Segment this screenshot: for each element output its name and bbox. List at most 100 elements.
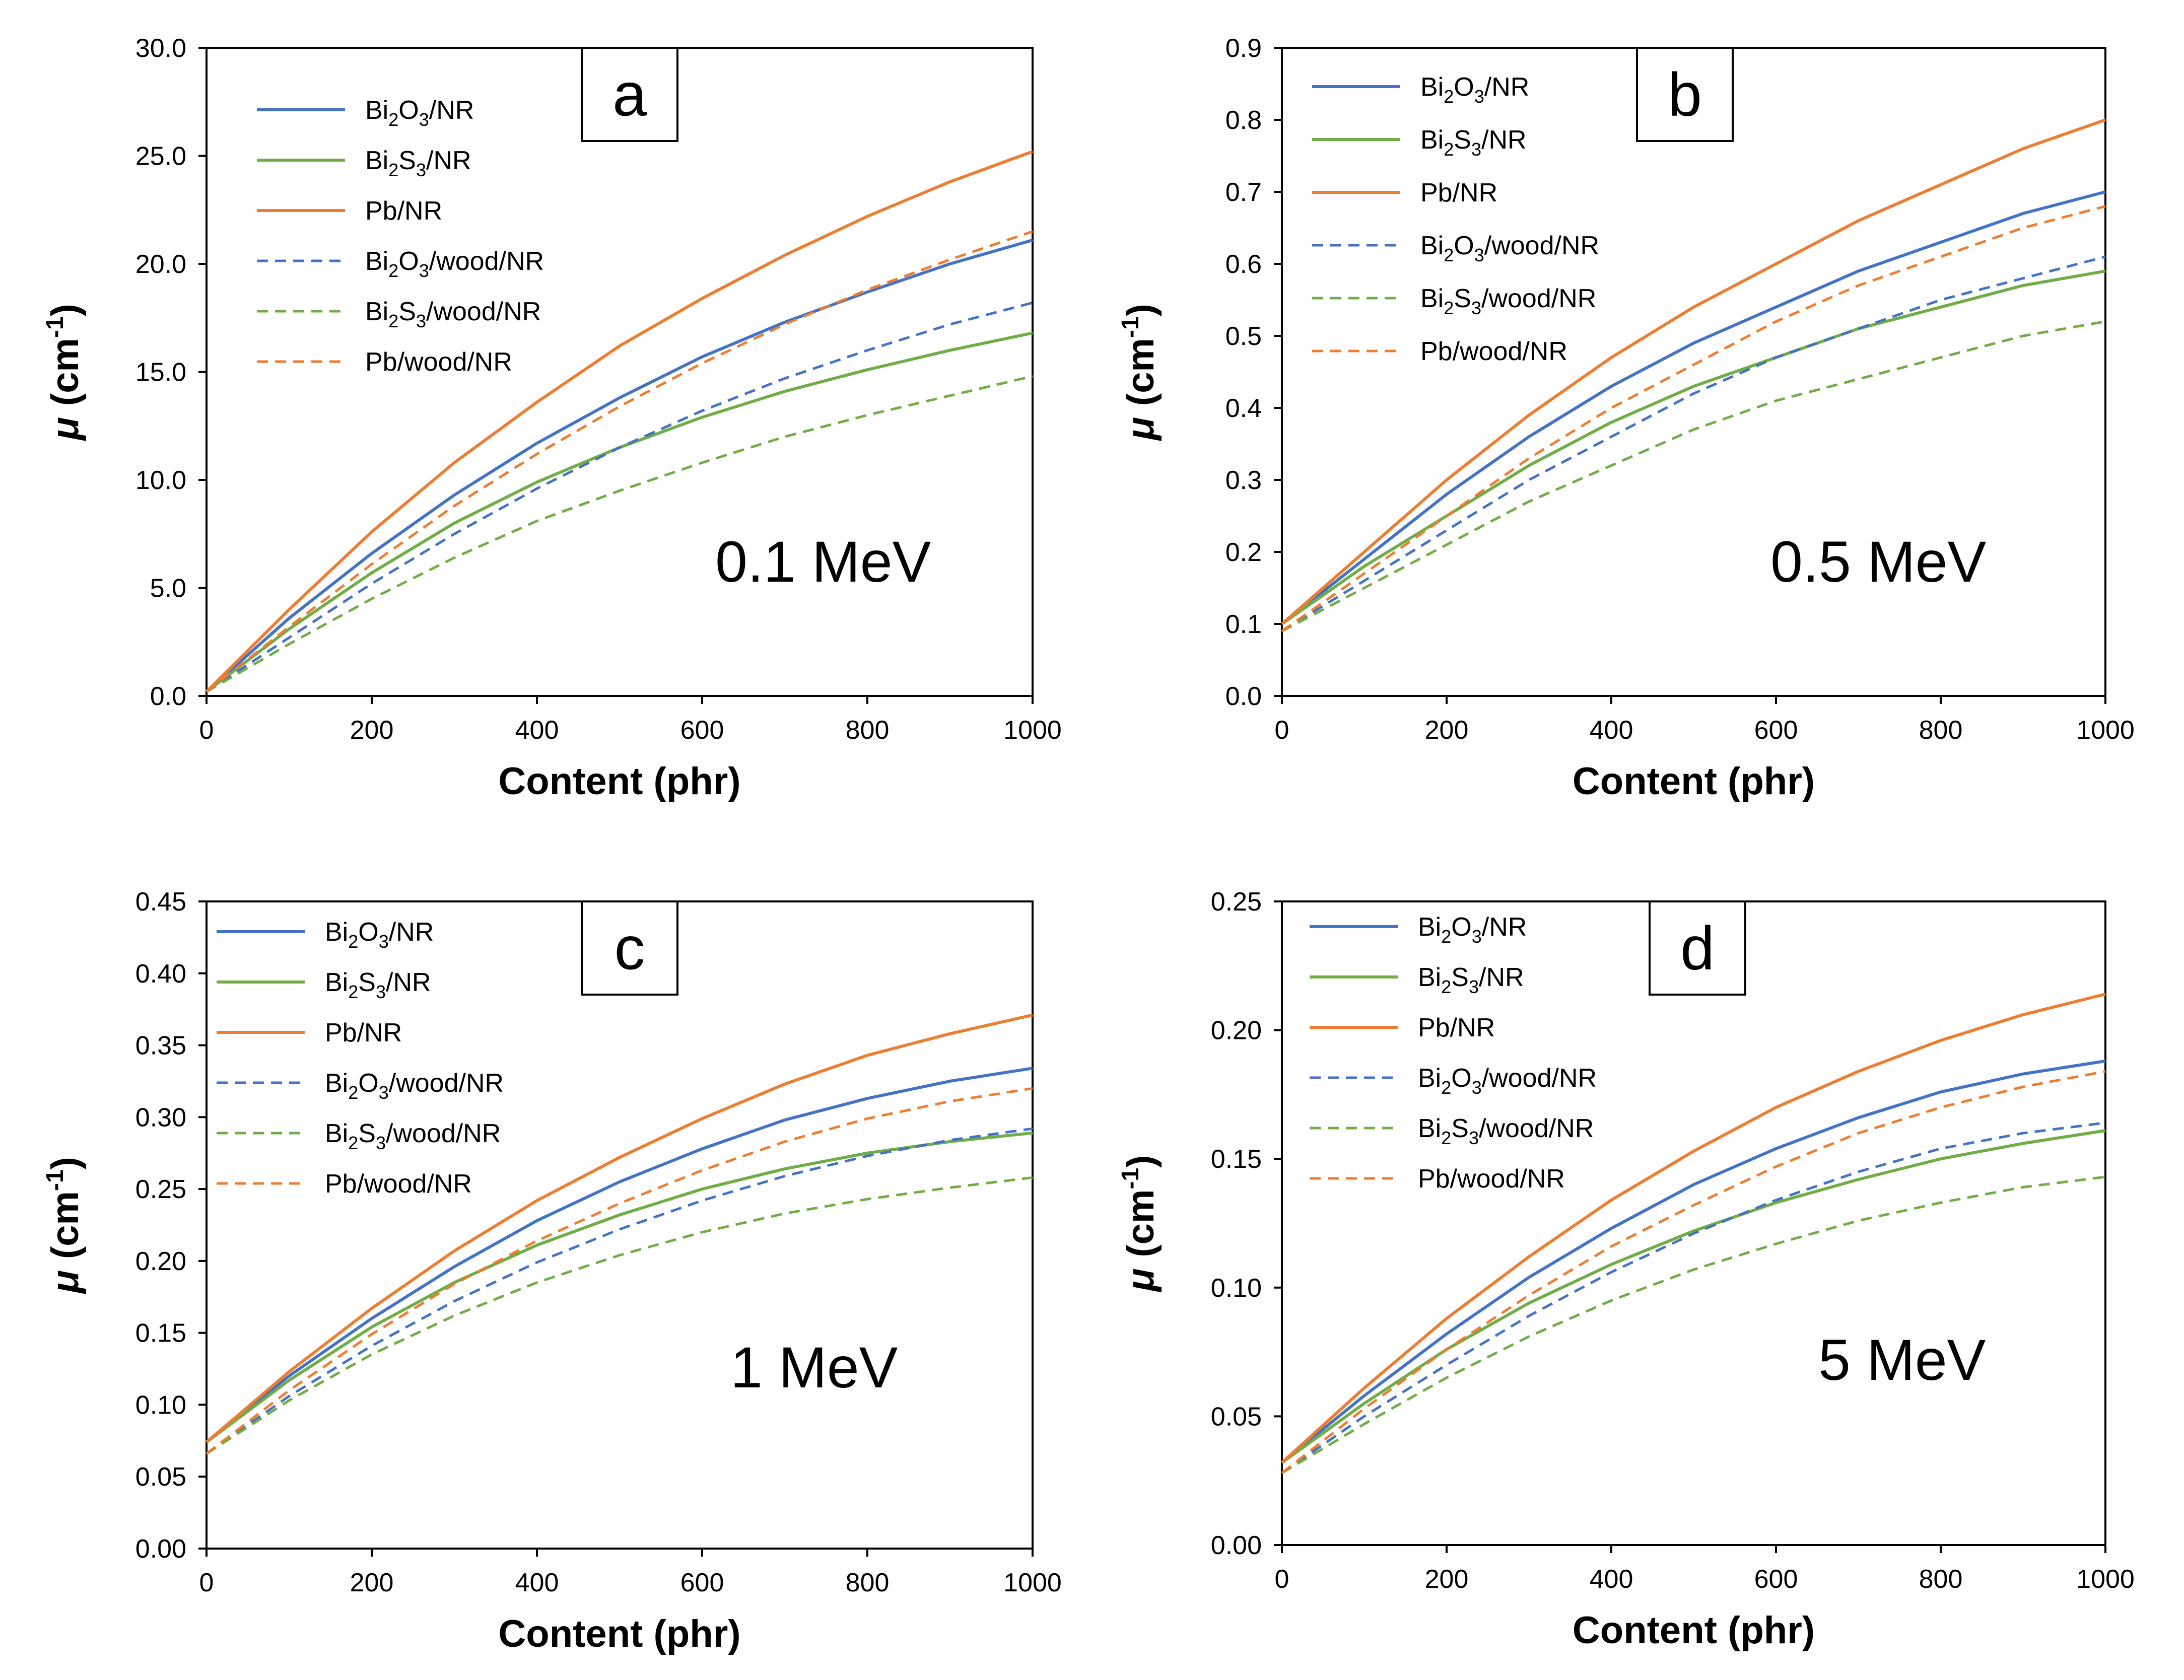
- series-line-5: [1281, 1175, 2106, 1475]
- legend-label: Bi2O3/NR: [325, 918, 434, 952]
- series-line-4: [206, 1127, 1033, 1455]
- y-tick-label: 0.3: [1225, 466, 1262, 495]
- y-axis-title-unit-close: ): [44, 304, 87, 316]
- y-tick-label: 0.00: [1211, 1531, 1262, 1560]
- y-tick-label: 0.10: [135, 1390, 186, 1420]
- x-tick-label: 600: [680, 1568, 724, 1597]
- y-tick-label: 0.40: [135, 959, 186, 989]
- series-line-3: [205, 150, 1034, 693]
- y-axis-title-unit: (cm: [1119, 1189, 1162, 1257]
- panel-label: b: [1668, 60, 1702, 129]
- panel-label: d: [1680, 914, 1715, 983]
- series-line-4: [1281, 1122, 2106, 1474]
- legend-label: Pb/wood/NR: [1418, 1164, 1565, 1194]
- series-line-1: [206, 238, 1033, 693]
- legend-label: Bi2O3/wood/NR: [325, 1069, 504, 1103]
- panel-label-box: [1636, 47, 1734, 142]
- legend-label: Bi2O3/wood/NR: [1420, 231, 1599, 265]
- series-line-1: [1281, 190, 2106, 625]
- y-axis-title-unit: (cm: [44, 1191, 87, 1259]
- x-tick-label: 1000: [2076, 1565, 2135, 1594]
- series-line-6: [206, 230, 1033, 693]
- legend-label: Bi2O3/NR: [365, 96, 474, 130]
- legend-label: Bi2O3/wood/NR: [365, 247, 544, 281]
- y-axis-title: μ (cm-1): [42, 304, 87, 441]
- legend: Bi2O3/NR Bi2S3/NR Pb/NR Bi2O3/wood/NR Bi2S3/…: [1310, 913, 1597, 1194]
- series-line-6: [1281, 205, 2106, 633]
- x-tick-label: 400: [1590, 716, 1633, 745]
- panel-label-box: [581, 47, 678, 142]
- y-tick-label: 0.7: [1225, 178, 1262, 207]
- x-tick-label: 0: [1275, 1565, 1289, 1594]
- chart-panel-a: 0.0 5.0 10.0 15.0 20.0 25.0 30.0 0 200 400 600 800 1…: [42, 34, 1062, 803]
- y-tick-label: 0.6: [1225, 250, 1262, 279]
- y-tick-label: 0.45: [135, 887, 186, 917]
- chart-panel-d: 0.00 0.05 0.10 0.15 0.20 0.25 0 200 400 600 800 100…: [1117, 887, 2135, 1652]
- energy-annotation: 5 MeV: [1818, 1328, 1986, 1392]
- series-line-1: [206, 1067, 1033, 1444]
- legend-label: Bi2S3/NR: [325, 968, 431, 1002]
- y-tick-label: 0.8: [1225, 106, 1262, 135]
- x-tick-label: 1000: [1003, 1568, 1062, 1597]
- y-axis-title-superscript: -1: [42, 1169, 69, 1191]
- x-axis-title: Content (phr): [498, 1613, 740, 1655]
- y-axis-title-unit: (cm: [1119, 338, 1162, 406]
- series-line-6: [206, 1087, 1033, 1455]
- x-tick-label: 0: [199, 716, 214, 745]
- legend: Bi2O3/NR Bi2S3/NR Pb/NR Bi2O3/wood/NR Bi2S3/…: [217, 918, 504, 1199]
- y-tick-label: 0.25: [1211, 887, 1262, 917]
- series-line-2: [206, 1131, 1033, 1444]
- x-tick-label: 800: [1919, 716, 1963, 745]
- x-tick-label: 200: [350, 1568, 394, 1597]
- y-tick-label: 0.0: [1225, 682, 1262, 711]
- legend-label: Bi2O3/NR: [1418, 913, 1527, 947]
- panel-label: a: [612, 60, 647, 129]
- y-axis-title-unit-close: ): [1119, 304, 1162, 316]
- y-axis-title-unit-close: ): [1119, 1155, 1162, 1168]
- y-tick-label: 0.9: [1225, 34, 1262, 63]
- legend-label: Pb/wood/NR: [365, 347, 512, 377]
- x-axis-title: Content (phr): [498, 760, 740, 803]
- y-tick-label: 0.35: [135, 1031, 186, 1061]
- x-tick-label: 800: [846, 1568, 890, 1597]
- x-tick-label: 200: [350, 716, 394, 745]
- series-line-5: [206, 375, 1033, 693]
- legend: Bi2O3/NR Bi2S3/NR Pb/NR Bi2O3/wood/NR Bi2S3/…: [1312, 73, 1599, 366]
- x-tick-label: 800: [846, 716, 890, 745]
- x-tick-label: 200: [1425, 716, 1469, 745]
- y-tick-label: 10.0: [135, 466, 186, 495]
- y-tick-label: 15.0: [135, 358, 186, 387]
- y-tick-label: 0.00: [135, 1534, 186, 1564]
- x-axis-title: Content (phr): [1573, 1609, 1815, 1652]
- y-tick-label: 0.15: [1211, 1145, 1262, 1174]
- y-tick-label: 0.1: [1225, 610, 1262, 639]
- legend-label: Pb/NR: [1420, 178, 1497, 207]
- legend-label: Pb/NR: [325, 1018, 402, 1047]
- y-tick-label: 0.4: [1225, 394, 1262, 423]
- y-tick-label: 0.10: [1211, 1274, 1262, 1303]
- y-tick-label: 0.05: [135, 1462, 186, 1492]
- legend-label: Pb/wood/NR: [1420, 337, 1567, 366]
- x-tick-label: 200: [1425, 1565, 1469, 1594]
- y-tick-label: 30.0: [135, 34, 186, 63]
- y-tick-label: 0.0: [150, 682, 186, 711]
- panel-label: c: [615, 914, 645, 983]
- energy-annotation: 0.5 MeV: [1770, 530, 1987, 594]
- legend-label: Bi2S3/NR: [1418, 963, 1524, 997]
- legend-label: Bi2S3/wood/NR: [325, 1119, 501, 1153]
- x-tick-label: 400: [515, 716, 559, 745]
- y-tick-label: 0.2: [1225, 538, 1262, 567]
- x-tick-label: 600: [1754, 716, 1798, 745]
- x-tick-label: 600: [1754, 1565, 1798, 1594]
- x-tick-label: 0: [1275, 716, 1289, 745]
- legend-label: Pb/NR: [1418, 1013, 1495, 1042]
- y-axis-title: μ (cm-1): [1117, 1155, 1162, 1293]
- series-line-2: [1281, 1129, 2106, 1464]
- y-tick-label: 25.0: [135, 142, 186, 171]
- x-tick-label: 600: [680, 716, 724, 745]
- y-tick-label: 0.30: [135, 1103, 186, 1132]
- legend-label: Bi2S3/NR: [365, 146, 471, 180]
- y-tick-label: 5.0: [150, 574, 186, 603]
- panel-label-box: [1649, 900, 1746, 996]
